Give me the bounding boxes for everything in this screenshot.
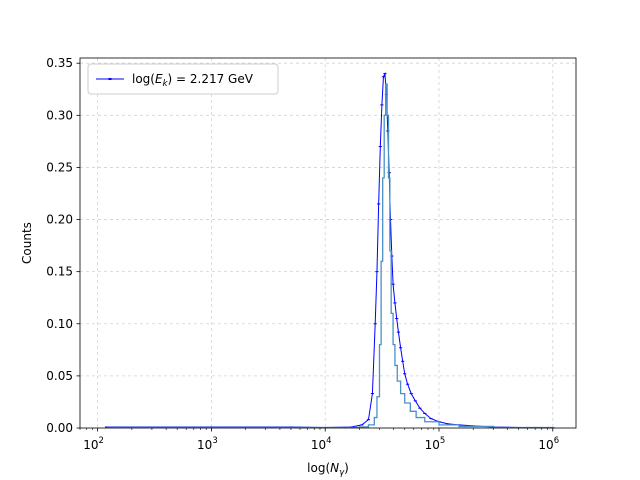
series-0-line (106, 71, 553, 429)
y-tick-label: 0.35 (46, 56, 73, 70)
series-layer (105, 71, 555, 429)
x-tick-label: 105 (425, 436, 446, 452)
legend-box (87, 63, 279, 95)
y-tick-label: 0.05 (46, 369, 73, 383)
x-tick-label: 102 (83, 436, 104, 452)
y-tick-label: 0.00 (46, 421, 73, 435)
y-tick-label: 0.30 (46, 108, 73, 122)
x-tick-label: 106 (538, 436, 559, 452)
plot-frame (79, 57, 577, 429)
x-tick-label: 103 (197, 436, 218, 452)
y-tick-label: 0.20 (46, 213, 73, 227)
legend-label: log(Ek) = 2.217 GeV (132, 72, 254, 89)
axes: 0.00 0.05 0.10 0.15 0.20 0.25 0.30 0.35 102 103 10… (20, 56, 577, 478)
legend: log(Ek) = 2.217 GeV (87, 63, 279, 95)
y-tick-label: 0.10 (46, 317, 73, 331)
x-axis-label: log(Nγ) (307, 461, 349, 478)
y-axis-label: Counts (20, 222, 34, 264)
y-tick-label: 0.25 (46, 160, 73, 174)
y-tick-label: 0.15 (46, 265, 73, 279)
x-tick-label: 104 (311, 436, 332, 452)
series-1-step-line (106, 83, 554, 429)
